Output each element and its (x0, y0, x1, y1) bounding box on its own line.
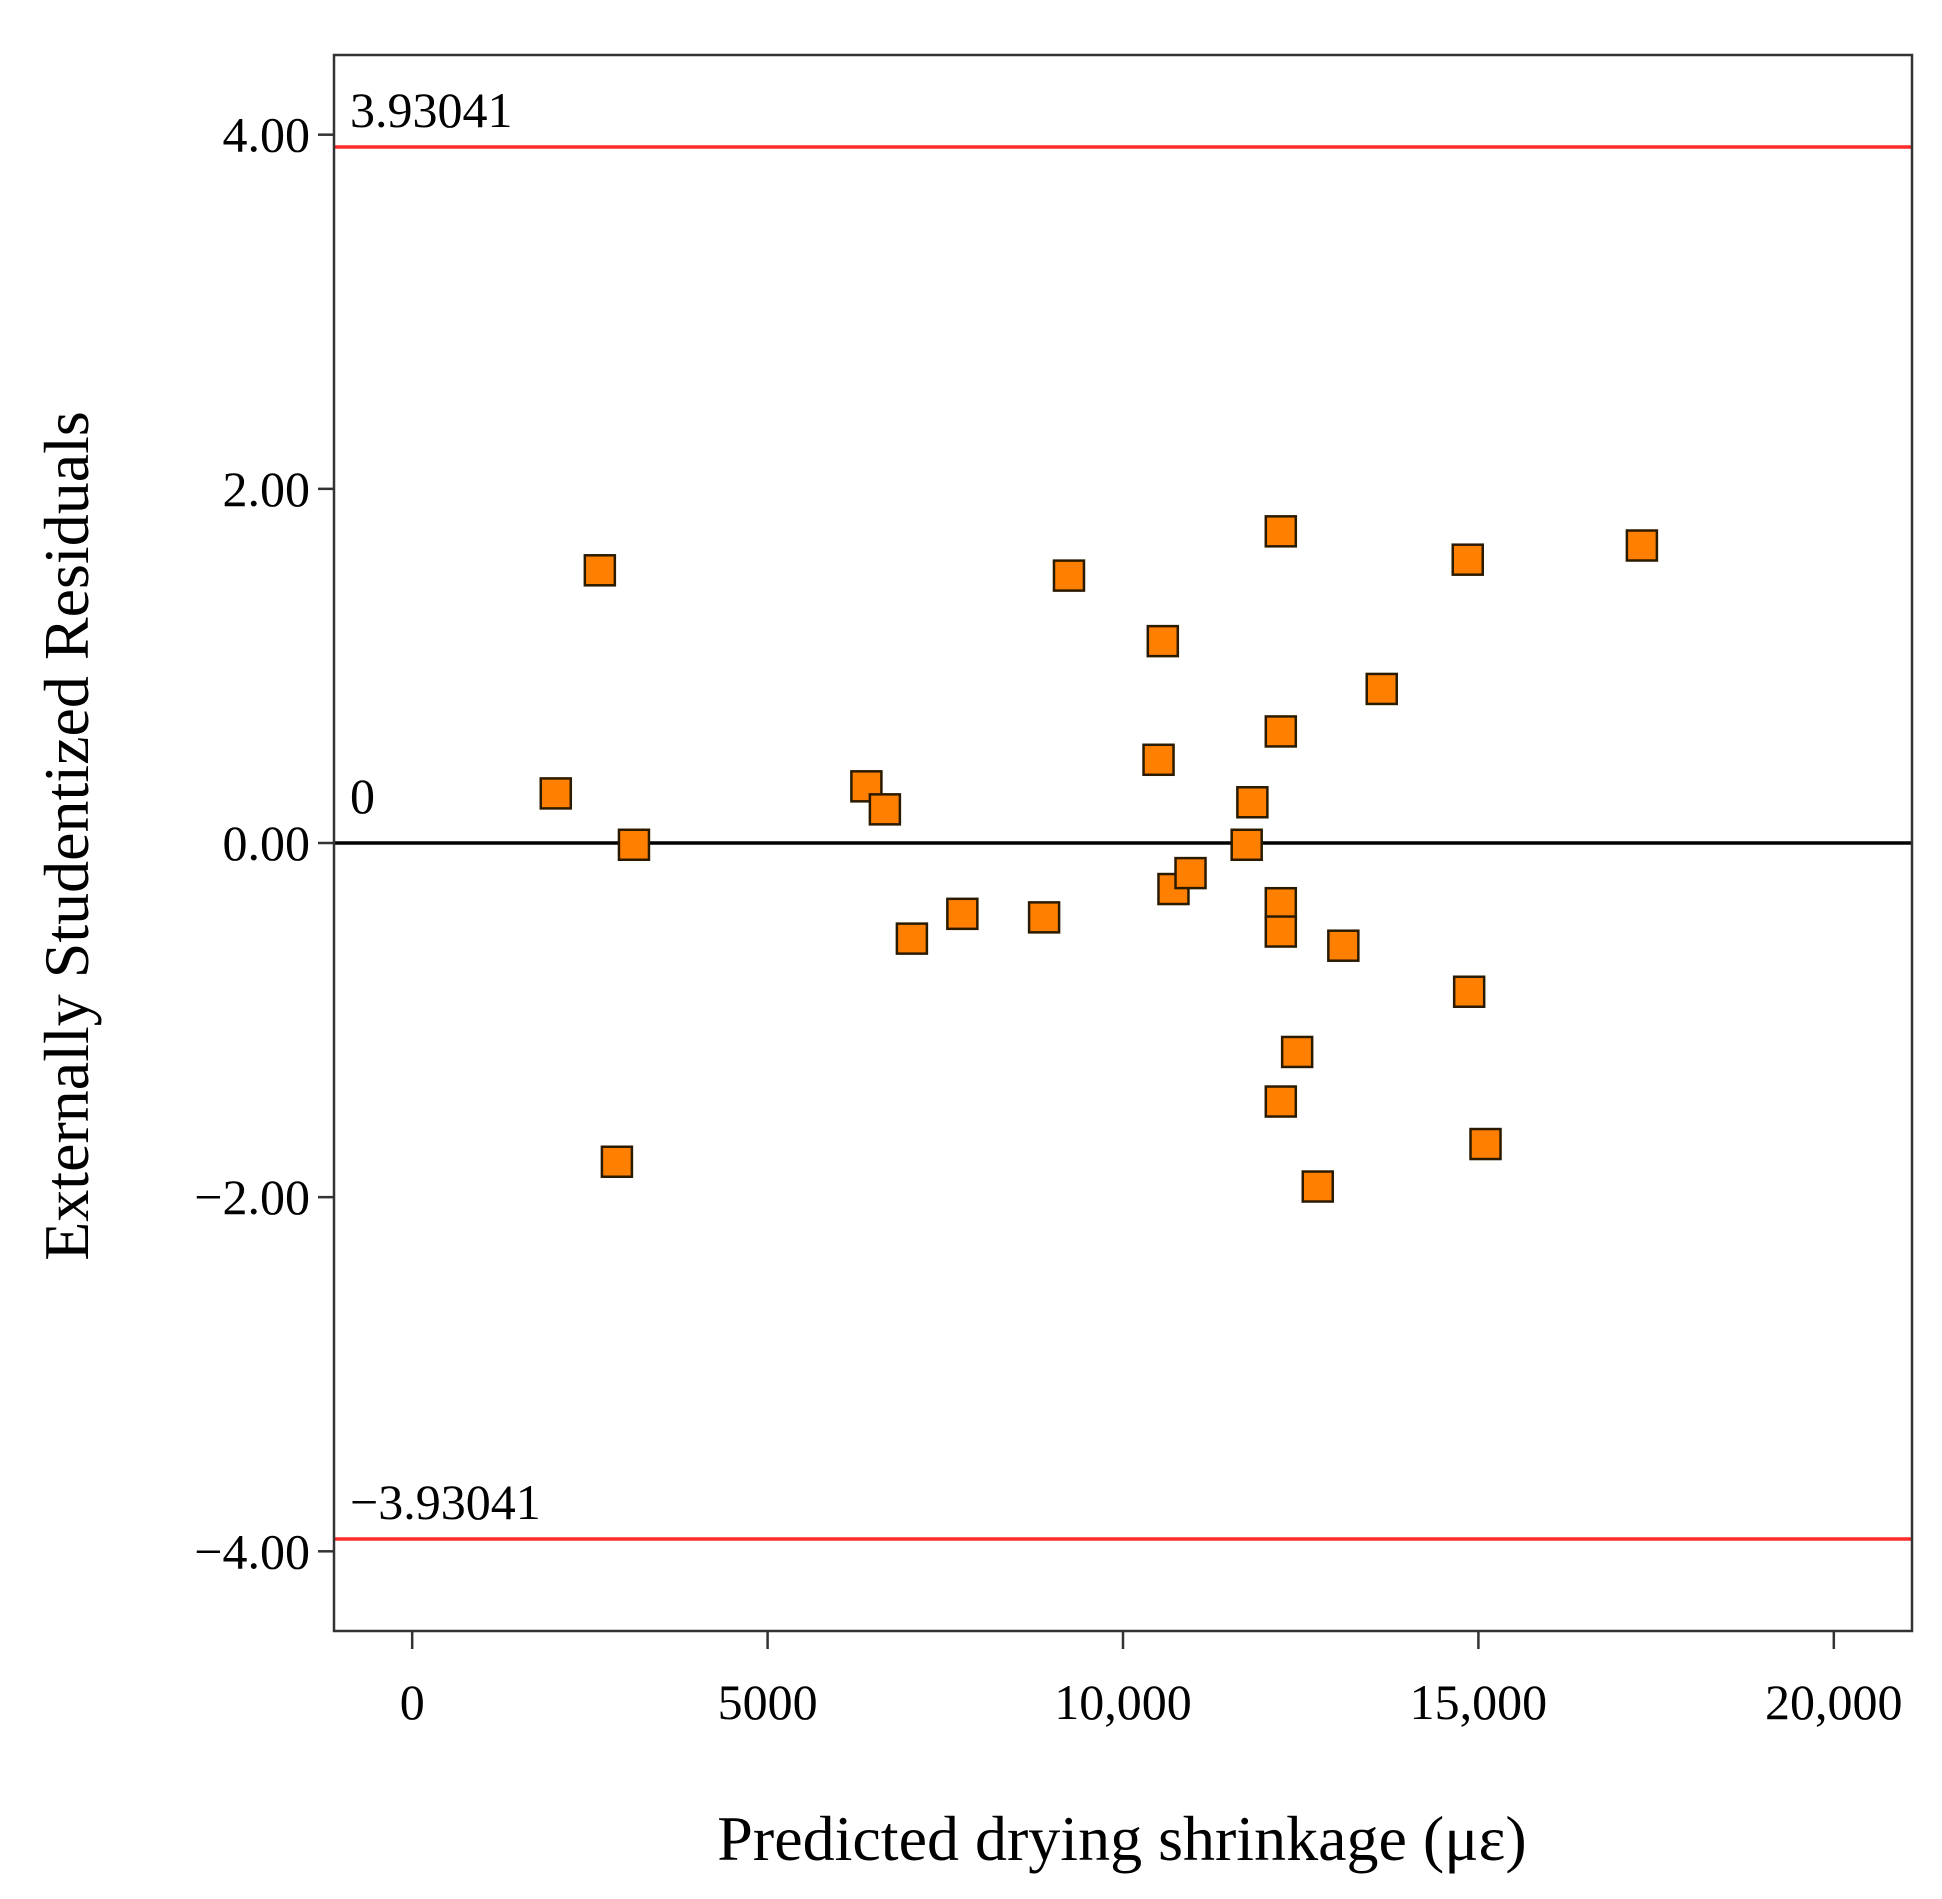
data-point (868, 793, 902, 826)
data-point (1174, 856, 1207, 890)
y-tick-label: −4.00 (194, 1523, 310, 1579)
y-tick-label: 4.00 (223, 107, 311, 163)
data-point (600, 1145, 634, 1178)
data-point (1365, 672, 1398, 706)
data-point (1451, 543, 1484, 576)
data-point (1236, 786, 1269, 819)
data-point (583, 554, 617, 587)
data-point (1264, 915, 1298, 948)
y-axis-title: Externally Studentized Residuals (31, 411, 102, 1261)
data-point (895, 922, 929, 955)
data-point (1625, 529, 1659, 562)
data-point (1264, 1085, 1298, 1118)
data-point (1052, 559, 1086, 592)
x-axis-title: Predicted drying shrinkage (με) (717, 1803, 1526, 1874)
data-point (1301, 1170, 1335, 1203)
x-tick-label: 0 (400, 1674, 425, 1730)
data-point (1142, 743, 1175, 777)
x-tick-label: 20,000 (1765, 1674, 1903, 1730)
data-point (1264, 715, 1298, 748)
data-point (1280, 1035, 1314, 1069)
x-tick-label: 5000 (718, 1674, 818, 1730)
data-point (1452, 975, 1486, 1008)
y-tick-label: −2.00 (194, 1169, 310, 1225)
lower-limit-label: −3.93041 (350, 1474, 541, 1530)
data-point (1327, 929, 1360, 962)
x-tick-label: 15,000 (1410, 1674, 1548, 1730)
data-point (1230, 828, 1263, 862)
data-point (946, 897, 979, 931)
data-point (1146, 624, 1180, 658)
y-tick-label: 2.00 (223, 461, 311, 517)
data-point (1264, 515, 1298, 548)
data-point (1264, 886, 1298, 920)
data-point (1469, 1127, 1502, 1161)
data-point (539, 777, 573, 810)
y-tick-label: 0.00 (223, 815, 311, 871)
x-tick-label: 10,000 (1054, 1674, 1192, 1730)
upper-limit-label: 3.93041 (350, 82, 513, 138)
zero-line-label: 0 (350, 768, 375, 824)
data-point (1027, 901, 1061, 934)
data-point (617, 828, 651, 862)
